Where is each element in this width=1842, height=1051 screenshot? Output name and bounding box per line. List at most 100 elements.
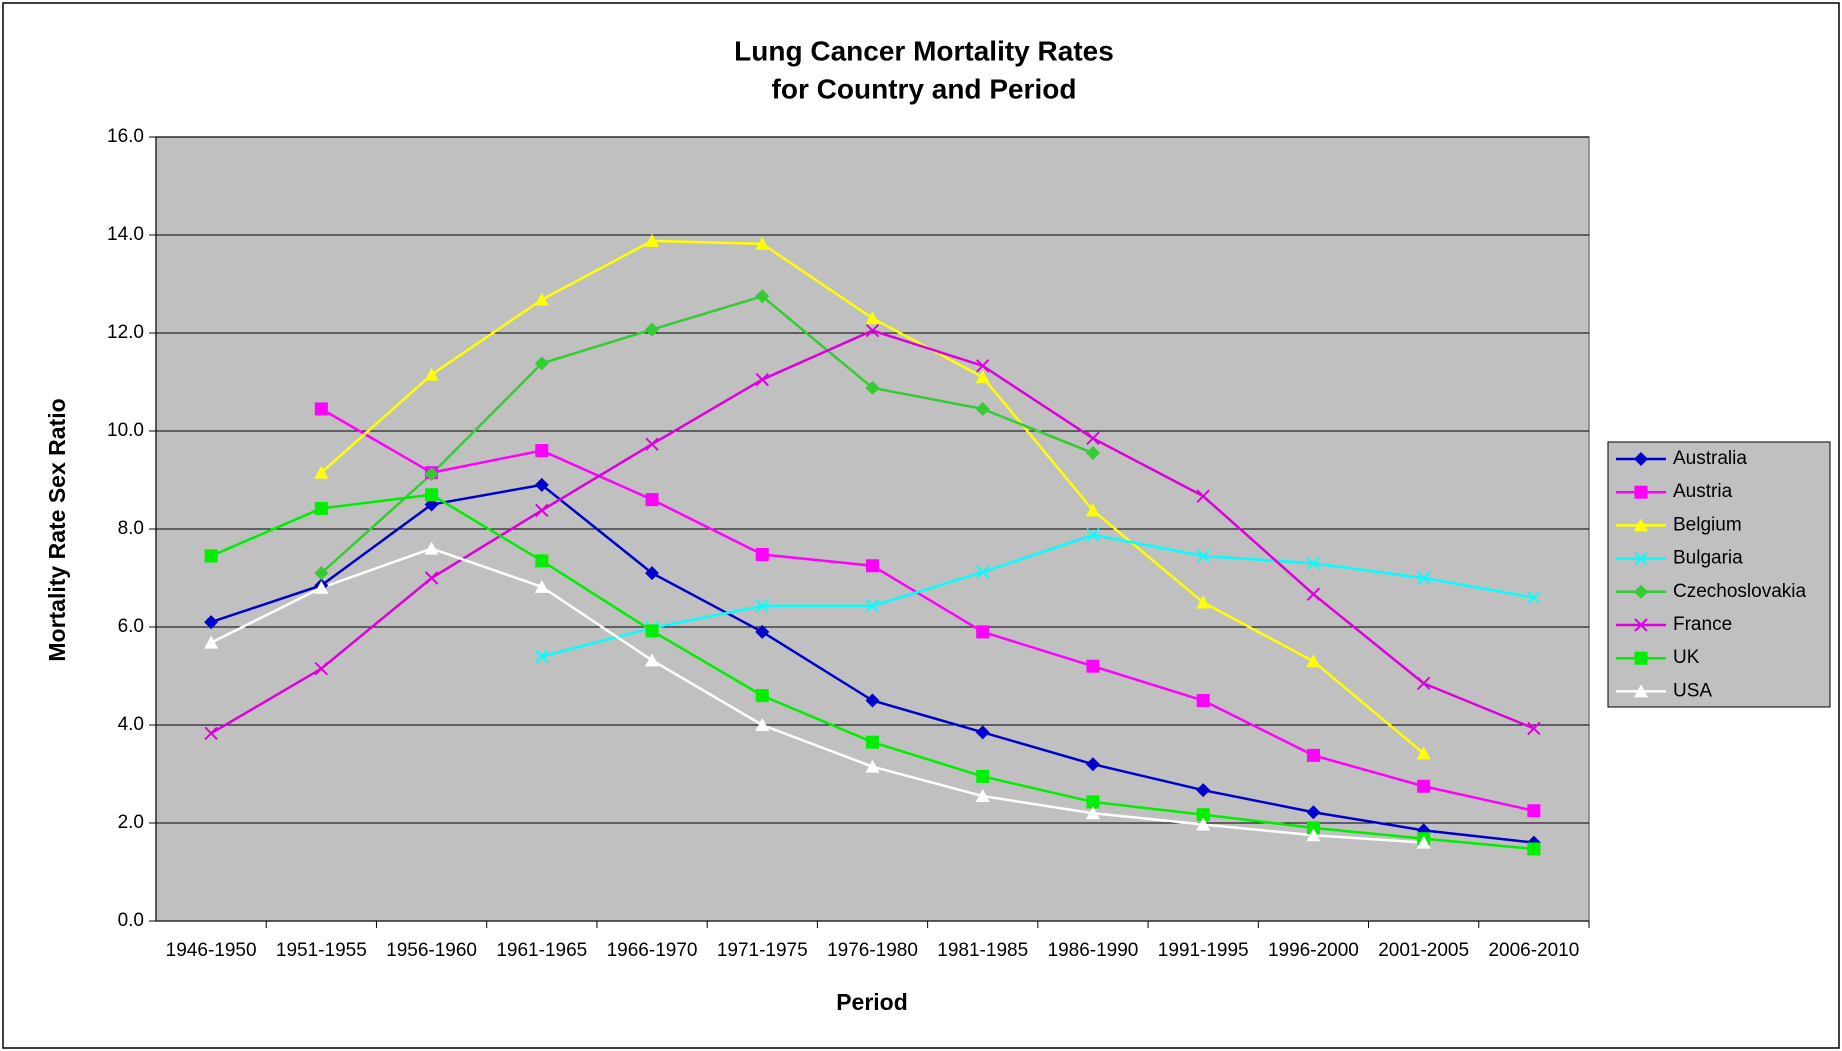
data-point [534, 356, 549, 371]
x-tick-label: 1986-1990 [1048, 940, 1139, 961]
legend-marker [1634, 618, 1648, 632]
data-point [1306, 748, 1320, 762]
data-point [865, 759, 880, 773]
data-point [204, 549, 218, 563]
data-point [755, 599, 769, 613]
data-point [1527, 842, 1541, 856]
data-point [1417, 779, 1431, 793]
data-point [1527, 590, 1541, 605]
data-point [1527, 721, 1541, 736]
series-line [320, 294, 1094, 575]
data-point [314, 580, 329, 594]
data-point [1416, 571, 1431, 585]
legend-marker [1634, 485, 1648, 499]
legend-label: France [1673, 614, 1732, 635]
data-point [1306, 587, 1321, 601]
y-tick-label: 10.0 [107, 420, 144, 441]
data-point [1196, 549, 1210, 563]
data-point [865, 323, 880, 338]
y-tick-label: 2.0 [118, 812, 144, 833]
chart-title: for Country and Period [772, 73, 1077, 104]
data-point [1306, 828, 1321, 842]
data-point [1196, 817, 1211, 831]
x-tick-label: 2006-2010 [1488, 940, 1579, 961]
data-point [1196, 808, 1210, 822]
y-tick-label: 6.0 [118, 616, 144, 637]
x-tick-label: 1996-2000 [1268, 940, 1359, 961]
data-point [755, 289, 770, 304]
data-point [975, 725, 990, 740]
legend-marker [1634, 584, 1648, 599]
legend-marker [1634, 684, 1648, 698]
data-point [645, 493, 659, 507]
data-point [645, 653, 660, 667]
data-point [314, 465, 329, 479]
data-point [1416, 676, 1431, 691]
data-point [534, 477, 549, 492]
data-point [976, 359, 990, 373]
legend-label: Belgium [1673, 514, 1742, 535]
data-point [1306, 805, 1321, 820]
data-point [866, 559, 879, 573]
x-axis-label: Period [836, 989, 908, 1015]
data-point [865, 599, 880, 613]
data-point [1527, 804, 1541, 818]
x-tick-label: 1991-1995 [1158, 940, 1249, 961]
data-point [425, 488, 439, 502]
data-point [314, 566, 329, 581]
data-point [204, 726, 218, 741]
data-point [1085, 446, 1100, 461]
data-point [755, 547, 769, 561]
data-point [1196, 694, 1210, 707]
data-point [1086, 528, 1100, 542]
data-point [314, 661, 329, 676]
legend-label: UK [1673, 647, 1700, 668]
data-point [424, 541, 439, 555]
y-tick-label: 12.0 [107, 322, 144, 343]
data-point [755, 689, 769, 703]
y-tick-label: 8.0 [118, 518, 144, 539]
series-line [320, 407, 1535, 812]
data-point [865, 380, 880, 395]
data-point [865, 693, 880, 708]
x-tick-label: 1981-1985 [937, 940, 1028, 961]
data-point [1416, 746, 1431, 760]
x-tick-label: 1976-1980 [827, 940, 918, 961]
data-point [976, 769, 990, 783]
x-tick-label: 1961-1965 [496, 940, 587, 961]
legend-label: Bulgaria [1673, 548, 1743, 569]
data-point [314, 501, 328, 515]
data-point [535, 503, 549, 518]
y-axis-label: Mortality Rate Sex Ratio [44, 398, 70, 661]
data-point [755, 718, 770, 731]
x-tick-label: 1951-1955 [276, 940, 367, 961]
data-point [755, 372, 769, 387]
data-point [1086, 431, 1100, 446]
data-point [424, 571, 439, 585]
legend-marker [1634, 518, 1648, 532]
data-point [1196, 595, 1211, 609]
data-point [204, 615, 219, 630]
data-point [1085, 806, 1100, 820]
data-point [535, 554, 549, 568]
y-tick-label: 14.0 [107, 224, 144, 245]
series-line [541, 533, 1535, 658]
data-point [314, 402, 328, 416]
data-point [424, 467, 439, 482]
data-point [1306, 654, 1321, 668]
y-tick-label: 4.0 [118, 714, 144, 735]
data-point [424, 367, 439, 381]
data-point [976, 625, 990, 639]
data-point [755, 236, 770, 250]
y-tick-label: 16.0 [107, 126, 144, 147]
data-point [755, 624, 770, 639]
series-line [210, 547, 1424, 844]
data-point [645, 624, 659, 638]
data-point [1416, 835, 1431, 849]
data-point [866, 735, 879, 749]
data-point [535, 444, 549, 458]
legend-label: Austria [1673, 481, 1733, 502]
x-tick-label: 1966-1970 [607, 940, 698, 961]
data-point [975, 401, 990, 416]
